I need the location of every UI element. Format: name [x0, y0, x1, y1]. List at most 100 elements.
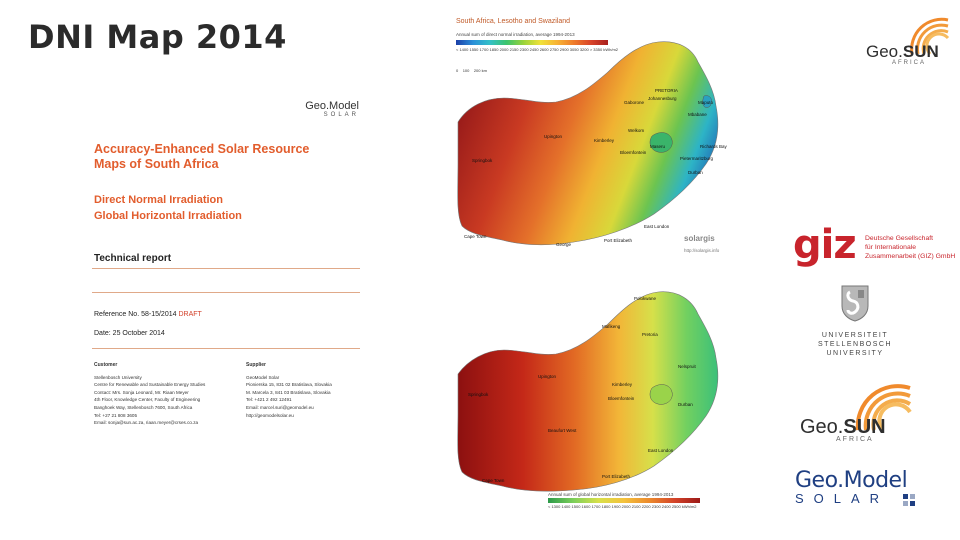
- city-label: Port Elizabeth: [604, 238, 633, 243]
- city-label: Welkom: [628, 128, 645, 133]
- report-subtitle-line: Global Horizontal Irradiation: [94, 210, 242, 222]
- customer-heading: Customer: [94, 362, 118, 368]
- stellenbosch-line: UNIVERSITEIT: [821, 332, 889, 339]
- city-label: Nelspruit: [678, 364, 696, 369]
- supplier-line: Pionierska 15, 831 02 Bratislava, Slovak…: [246, 382, 332, 388]
- customer-line: Email: sonja@sun.ac.za, riaan.meyer@crse…: [94, 420, 199, 426]
- city-label: Maputo: [698, 100, 714, 105]
- customer-line: Tel: +27 21 808 3605: [94, 412, 138, 418]
- city-label: Cape Town: [482, 478, 505, 483]
- stellenbosch-logo: UNIVERSITEIT STELLENBOSCH UNIVERSITY: [810, 284, 900, 358]
- sun-arcs-icon: [910, 17, 950, 55]
- dni-legend-labels: < 1400 1550 1700 1850 2000 2150 2300 245…: [456, 47, 619, 52]
- dni-map-shape: [457, 41, 719, 246]
- giz-text: Deutsche Gesellschaft für Internationale…: [865, 234, 955, 261]
- ghi-map: Polokwane Mafikeng Pretoria Nelspruit Up…: [452, 268, 730, 512]
- city-label: Mbabane: [688, 112, 707, 117]
- geosun-word: Geo.SUN: [800, 416, 886, 438]
- city-label: George: [556, 242, 572, 247]
- geomodel-word: Geo.Model: [795, 468, 908, 493]
- customer-line: Centre for Renewable and Sustainable Ene…: [94, 382, 206, 388]
- report-divider: [92, 292, 360, 293]
- dni-map-caption: Annual sum of direct normal irradiation,…: [456, 32, 575, 37]
- dni-legend-bar: [456, 40, 608, 45]
- report-logo-word: Geo.Model: [305, 100, 359, 112]
- city-label: Upington: [544, 134, 563, 139]
- city-label: East London: [648, 448, 674, 453]
- city-label: Beaufort West: [548, 428, 577, 433]
- city-label: Bloemfontein: [620, 150, 647, 155]
- customer-line: Stellenbosch University: [94, 374, 142, 380]
- report-geomodel-logo: Geo.Model SOLAR: [305, 100, 359, 118]
- city-label: Pietermaritzburg: [680, 156, 714, 161]
- city-label: Durban: [688, 170, 703, 175]
- city-label: Bloemfontein: [608, 396, 635, 401]
- slide-title: DNI Map 2014: [28, 18, 287, 56]
- city-label: East London: [644, 224, 670, 229]
- customer-line: 4th Floor, Knowledge Center, Faculty of …: [94, 397, 201, 403]
- report-reference: Reference No. 58-15/2014 DRAFT: [94, 311, 202, 318]
- geosun-sub: AFRICA: [836, 436, 874, 443]
- city-label: Upington: [538, 374, 557, 379]
- report-subtitle: Direct Normal Irradiation Global Horizon…: [94, 192, 242, 224]
- supplier-line: Email: marcel.suri@geomodel.eu: [246, 404, 314, 410]
- supplier-heading: Supplier: [246, 362, 267, 368]
- geosun-word: Geo.SUN: [866, 42, 939, 61]
- city-label: Springbok: [472, 158, 493, 163]
- city-label: Mafikeng: [602, 324, 621, 329]
- city-label: Richards Bay: [700, 144, 727, 149]
- geomodel-sub: SOLAR: [795, 491, 890, 506]
- geosun-africa-logo-top: Geo.SUN AFRICA: [866, 16, 952, 70]
- supplier-line: Tel: +421 2 492 12491: [246, 397, 292, 403]
- city-label: Kimberley: [612, 382, 633, 387]
- giz-text-line: Deutsche Gesellschaft: [865, 235, 934, 242]
- report-logo-sub: SOLAR: [323, 112, 359, 118]
- sun-arcs-icon: [855, 384, 912, 432]
- geomodel-sub-row: SOLAR: [795, 491, 920, 506]
- customer-line: Banghoek Way, Stellenbosch 7600, South A…: [94, 404, 193, 410]
- ghi-legend-bar: [548, 498, 700, 503]
- report-date: Date: 25 October 2014: [94, 330, 165, 337]
- dni-map: South Africa, Lesotho and Swaziland Annu…: [452, 14, 730, 260]
- ghi-map-shape: [457, 291, 719, 492]
- supplier-line: GeoModel Solar: [246, 374, 280, 380]
- grid-squares-icon: [902, 493, 915, 506]
- giz-word: giz: [793, 222, 857, 268]
- dni-map-title: South Africa, Lesotho and Swaziland: [456, 18, 571, 25]
- geomodel-solar-logo: Geo.Model SOLAR: [795, 468, 920, 506]
- report-divider: [92, 348, 360, 349]
- city-label: Pretoria: [642, 332, 658, 337]
- city-label: Polokwane: [634, 296, 657, 301]
- solargis-url: http://solargis.info: [684, 248, 720, 253]
- supplier-line: http://geomodelsolar.eu: [246, 412, 294, 418]
- city-label: Cape Town: [464, 234, 487, 239]
- giz-text-line: für Internationale: [865, 244, 917, 251]
- city-label: Port Elizabeth: [602, 474, 631, 479]
- geosun-sub: AFRICA: [892, 60, 927, 66]
- ghi-map-caption: Annual sum of global horizontal irradiat…: [548, 492, 674, 497]
- reference-number: Reference No. 58-15/2014: [94, 311, 177, 318]
- stellenbosch-line: UNIVERSITY: [826, 350, 884, 357]
- supplier-block: Supplier GeoModel Solar Pionierska 15, 8…: [246, 362, 361, 419]
- shield-icon: [841, 285, 869, 322]
- city-label: Gaborone: [624, 100, 645, 105]
- solargis-logo: solargis: [684, 234, 715, 243]
- city-label: Johannesburg: [648, 96, 677, 101]
- city-label: Kimberley: [594, 138, 615, 143]
- report-title-line: Accuracy-Enhanced Solar Resource: [94, 142, 310, 156]
- city-label: Springbok: [468, 392, 489, 397]
- report-title: Accuracy-Enhanced Solar Resource Maps of…: [94, 142, 354, 172]
- ghi-legend-labels: < 1300 1400 1500 1600 1700 1800 1900 200…: [548, 504, 697, 509]
- report-subtitle-line: Direct Normal Irradiation: [94, 194, 223, 206]
- city-label: Durban: [678, 402, 693, 407]
- giz-text-line: Zusammenarbeit (GIZ) GmbH: [865, 253, 956, 260]
- city-label: Maseru: [650, 144, 666, 149]
- customer-block: Customer Stellenbosch University Centre …: [94, 362, 239, 427]
- supplier-line: M. Marcela 3, 841 03 Bratislava, Slovaki…: [246, 389, 331, 395]
- city-label: PRETORIA: [655, 88, 678, 93]
- dni-scale-bar: 0 100 200 km: [456, 68, 487, 73]
- report-section: Technical report: [94, 253, 172, 264]
- report-cover: Geo.Model SOLAR Accuracy-Enhanced Solar …: [60, 96, 365, 491]
- stellenbosch-text: UNIVERSITEIT STELLENBOSCH UNIVERSITY: [810, 331, 900, 358]
- reference-status: DRAFT: [178, 311, 202, 318]
